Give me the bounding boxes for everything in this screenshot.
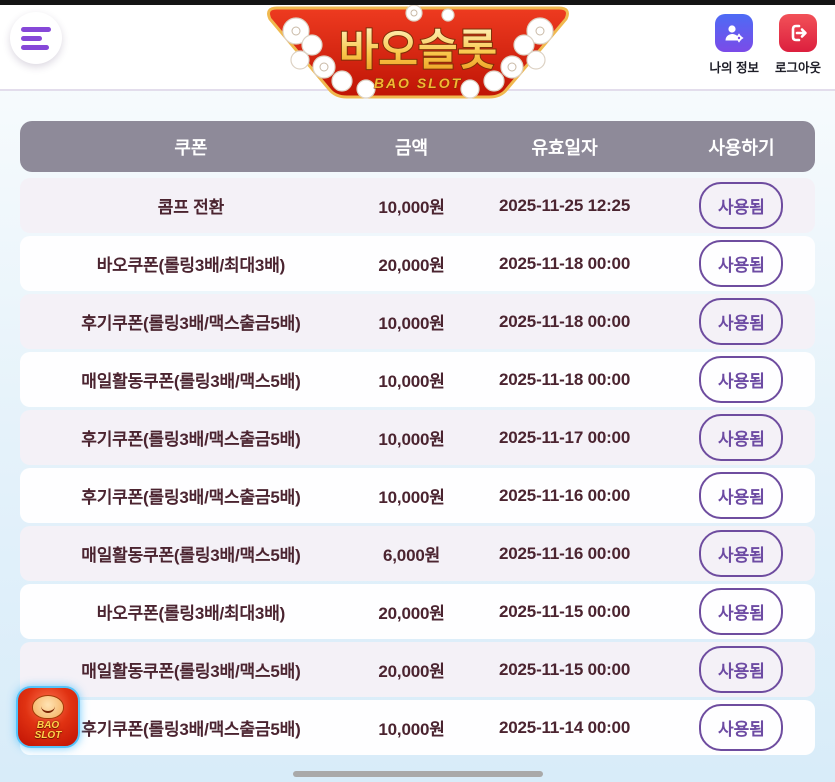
table-row: 후기쿠폰(롤링3배/맥스출금5배) 10,000원 2025-11-17 00:… <box>20 410 815 465</box>
valid-date-cell: 2025-11-16 00:00 <box>499 485 631 505</box>
used-button[interactable]: 사용됨 <box>699 182 784 229</box>
logout-button[interactable] <box>778 14 817 52</box>
coupon-name-cell: 후기쿠폰(롤링3배/맥스출금5배) <box>81 314 301 333</box>
amount-cell: 20,000원 <box>378 256 445 275</box>
valid-date-cell: 2025-11-14 00:00 <box>499 717 631 737</box>
used-button[interactable]: 사용됨 <box>699 414 784 461</box>
used-button[interactable]: 사용됨 <box>699 530 784 577</box>
badge-text-line1: BAO <box>36 720 60 731</box>
table-row: 바오쿠폰(롤링3배/최대3배) 20,000원 2025-11-18 00:00… <box>20 236 815 291</box>
table-row: 매일활동쿠폰(롤링3배/맥스5배) 10,000원 2025-11-18 00:… <box>20 352 815 407</box>
used-button[interactable]: 사용됨 <box>699 588 784 635</box>
valid-date-cell: 2025-11-18 00:00 <box>499 253 631 273</box>
coupon-name-cell: 콤프 전환 <box>157 198 225 217</box>
cloud-decoration <box>281 5 554 99</box>
valid-date-cell: 2025-11-18 00:00 <box>499 311 631 331</box>
used-button[interactable]: 사용됨 <box>699 646 784 693</box>
badge-text-line2: SLOT <box>34 730 62 741</box>
logout-action: 로그아웃 <box>775 14 821 76</box>
logo-subtitle: BAO SLOT <box>373 75 461 91</box>
header-actions: 나의 정보 로그아웃 <box>710 14 821 76</box>
logo-title: 바오슬롯 <box>338 27 496 75</box>
my-info-button[interactable] <box>715 14 754 52</box>
coupon-name-cell: 바오쿠폰(롤링3배/최대3배) <box>96 604 286 623</box>
table-row: 바오쿠폰(롤링3배/최대3배) 20,000원 2025-11-15 00:00… <box>20 584 815 639</box>
coupon-table: 쿠폰 금액 유효일자 사용하기 콤프 전환 10,000원 2025-11-25… <box>20 121 815 758</box>
column-header-valid-date: 유효일자 <box>531 137 598 158</box>
used-button[interactable]: 사용됨 <box>699 472 784 519</box>
bao-slot-floating-badge[interactable]: BAO SLOT <box>16 686 80 748</box>
table-row: 콤프 전환 10,000원 2025-11-25 12:25 사용됨 <box>20 178 815 233</box>
amount-cell: 20,000원 <box>378 662 445 681</box>
valid-date-cell: 2025-11-18 00:00 <box>499 369 631 389</box>
user-gear-icon <box>725 25 744 43</box>
table-row: 매일활동쿠폰(롤링3배/맥스5배) 20,000원 2025-11-15 00:… <box>20 642 815 697</box>
site-header: 바오슬롯 BAO SLOT <box>0 5 835 99</box>
hamburger-menu-icon <box>21 27 51 32</box>
site-logo[interactable]: 바오슬롯 BAO SLOT <box>262 5 574 103</box>
logo-banner-icon: 바오슬롯 BAO SLOT <box>266 5 569 99</box>
used-button[interactable]: 사용됨 <box>699 298 784 345</box>
logout-icon <box>791 24 807 42</box>
table-row: 후기쿠폰(롤링3배/맥스출금5배) 10,000원 2025-11-18 00:… <box>20 294 815 349</box>
column-header-coupon: 쿠폰 <box>174 137 208 158</box>
table-header-row: 쿠폰 금액 유효일자 사용하기 <box>20 121 815 172</box>
coupon-name-cell: 매일활동쿠폰(롤링3배/맥스5배) <box>81 662 301 681</box>
coupon-name-cell: 바오쿠폰(롤링3배/최대3배) <box>96 256 286 275</box>
valid-date-cell: 2025-11-15 00:00 <box>499 659 631 679</box>
valid-date-cell: 2025-11-16 00:00 <box>499 543 631 563</box>
amount-cell: 20,000원 <box>378 604 445 623</box>
valid-date-cell: 2025-11-25 12:25 <box>499 195 631 215</box>
amount-cell: 10,000원 <box>378 372 445 391</box>
coupon-name-cell: 후기쿠폰(롤링3배/맥스출금5배) <box>81 488 301 507</box>
used-button[interactable]: 사용됨 <box>699 704 784 751</box>
amount-cell: 10,000원 <box>378 430 445 449</box>
valid-date-cell: 2025-11-15 00:00 <box>499 601 631 621</box>
coupon-name-cell: 매일활동쿠폰(롤링3배/맥스5배) <box>81 546 301 565</box>
coupon-name-cell: 후기쿠폰(롤링3배/맥스출금5배) <box>81 720 301 739</box>
table-row: 매일활동쿠폰(롤링3배/맥스5배) 6,000원 2025-11-16 00:0… <box>20 526 815 581</box>
used-button[interactable]: 사용됨 <box>699 240 784 287</box>
my-info-label: 나의 정보 <box>709 61 759 75</box>
horizontal-scrollbar[interactable] <box>293 771 543 777</box>
hamburger-menu-button[interactable] <box>10 12 62 64</box>
table-row: 후기쿠폰(롤링3배/맥스출금5배) 10,000원 2025-11-14 00:… <box>20 700 815 755</box>
table-body: 콤프 전환 10,000원 2025-11-25 12:25 사용됨 바오쿠폰(… <box>20 178 815 755</box>
column-header-use: 사용하기 <box>708 137 775 158</box>
amount-cell: 10,000원 <box>378 314 445 333</box>
coupon-name-cell: 후기쿠폰(롤링3배/맥스출금5배) <box>81 430 301 449</box>
amount-cell: 10,000원 <box>378 488 445 507</box>
amount-cell: 10,000원 <box>378 198 445 217</box>
amount-cell: 6,000원 <box>383 546 441 565</box>
amount-cell: 10,000원 <box>378 720 445 739</box>
coupon-name-cell: 매일활동쿠폰(롤링3배/맥스5배) <box>81 372 301 391</box>
valid-date-cell: 2025-11-17 00:00 <box>499 427 631 447</box>
mascot-face-icon <box>32 695 64 719</box>
logout-label: 로그아웃 <box>774 61 821 75</box>
my-info-action: 나의 정보 <box>710 14 759 76</box>
column-header-amount: 금액 <box>394 137 429 158</box>
top-dark-bar <box>0 0 835 5</box>
table-row: 후기쿠폰(롤링3배/맥스출금5배) 10,000원 2025-11-16 00:… <box>20 468 815 523</box>
used-button[interactable]: 사용됨 <box>699 356 784 403</box>
